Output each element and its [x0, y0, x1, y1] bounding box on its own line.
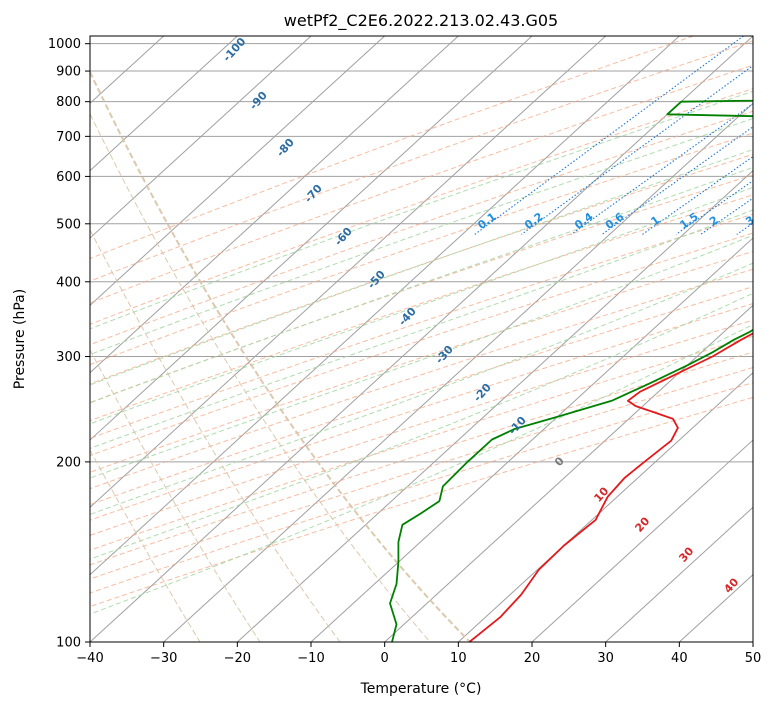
moist-adiabat-line [90, 292, 753, 560]
isotherm-line [90, 36, 533, 441]
dewpoint-series-line [389, 99, 753, 642]
isotherm-line [90, 36, 386, 307]
x-tick-label: −20 [224, 651, 251, 666]
isotherm-line [90, 36, 238, 172]
isotherm-line [90, 36, 680, 576]
moist-adiabat-line [90, 166, 753, 404]
y-tick-label: 400 [56, 275, 81, 290]
curved-reference-line [90, 229, 341, 642]
x-tick-label: 20 [524, 651, 541, 666]
moist-adiabat-line [90, 209, 753, 449]
isotherm-line [310, 237, 753, 642]
curved-reference-line [90, 71, 471, 642]
temperature-series-line [468, 332, 753, 642]
isotherm-line [90, 36, 459, 374]
x-tick-label: 50 [745, 651, 762, 666]
x-axis: −40 −30 −20 −10 0 10 20 30 40 50 [76, 642, 761, 666]
isotherm-line [236, 169, 753, 642]
x-tick-label: −10 [297, 651, 324, 666]
mixing-ratio-line [521, 64, 753, 235]
y-tick-label: 700 [56, 130, 81, 145]
mixing-ratio-line [601, 126, 753, 235]
dry-adiabat-line [90, 286, 753, 506]
y-axis-label: Pressure (hPa) [12, 289, 28, 389]
y-tick-label: 500 [56, 217, 81, 232]
dry-adiabat-line [90, 268, 753, 490]
x-tick-label: 0 [381, 651, 389, 666]
dry-adiabat-line [90, 250, 753, 473]
isotherm-line [163, 102, 753, 642]
x-tick-label: −40 [76, 651, 103, 666]
x-axis-label: Temperature (°C) [360, 681, 482, 697]
moist-adiabat-line [90, 148, 753, 386]
curved-reference-line [90, 449, 201, 642]
isotherm-line [531, 439, 753, 642]
dry-adiabat-line [90, 88, 753, 325]
dry-adiabat-line [90, 382, 753, 594]
curved-reference-line [90, 349, 261, 642]
isotherm-line [90, 36, 312, 239]
isotherm-line [90, 36, 607, 509]
isotherm-line [605, 506, 753, 642]
y-tick-label: 800 [56, 95, 81, 110]
mixing-ratio-line [642, 155, 753, 235]
x-tick-label: 40 [671, 651, 688, 666]
dry-adiabat-line [90, 303, 753, 521]
dry-adiabat-line [90, 366, 753, 580]
y-tick-label: 100 [56, 636, 81, 651]
dry-adiabat-line [90, 110, 753, 346]
y-tick-label: 900 [56, 65, 81, 80]
dry-adiabat-line [90, 232, 753, 457]
y-tick-label: 1000 [48, 37, 81, 52]
dry-adiabat-line [90, 194, 753, 422]
chart-title: wetPf2_C2E6.2022.213.02.43.G05 [284, 11, 558, 31]
x-tick-label: 30 [597, 651, 614, 666]
moist-adiabat-line [90, 323, 753, 615]
curved-reference-line [90, 113, 431, 642]
moist-adiabat-line [90, 186, 753, 425]
dry-adiabat-line [90, 132, 753, 366]
y-tick-label: 600 [56, 170, 81, 185]
series-layer [389, 99, 753, 642]
dry-adiabat-line [90, 213, 753, 439]
dry-adiabat-line [90, 64, 753, 304]
y-axis: 100 200 300 400 500 600 700 800 900 1000 [48, 37, 90, 651]
y-tick-label: 200 [56, 455, 81, 470]
dry-adiabat-line [90, 351, 753, 566]
x-tick-label: 10 [450, 651, 467, 666]
overlay-layer [90, 36, 753, 642]
plot-frame [89, 35, 754, 643]
y-tick-label: 300 [56, 350, 81, 365]
moist-adiabat-line [90, 262, 753, 515]
isotherm-line [384, 304, 753, 642]
x-tick-label: −30 [150, 651, 177, 666]
moist-adiabat-line [90, 90, 753, 330]
